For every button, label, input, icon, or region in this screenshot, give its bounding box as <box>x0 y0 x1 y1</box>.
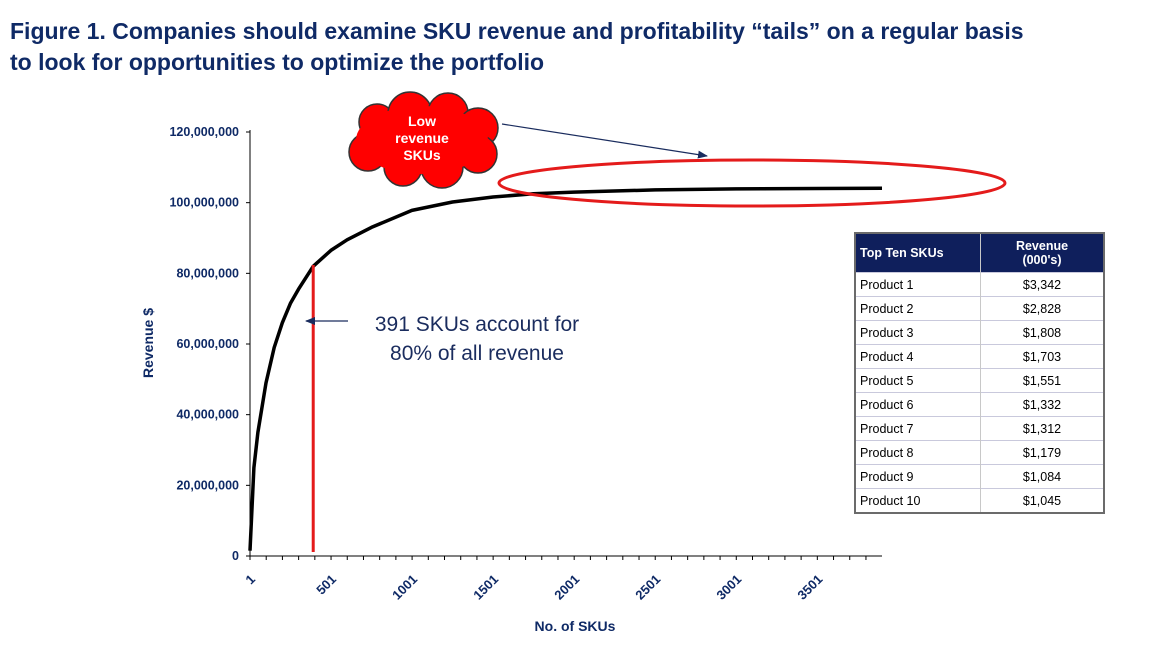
product-name-cell: Product 3 <box>855 320 981 345</box>
figure-title: Figure 1. Companies should examine SKU r… <box>10 18 1024 75</box>
revenue-cell: $1,808 <box>980 320 1105 345</box>
product-name-cell: Product 5 <box>855 368 981 393</box>
x-ticks: 1 501 1001 1501 2001 2501 3001 3501 <box>242 556 867 603</box>
x-tick-label: 1 <box>242 572 258 588</box>
header-revenue: Revenue (000's) <box>980 233 1105 273</box>
cloud-label: Low revenue SKUs <box>395 113 449 163</box>
x-tick-label: 1001 <box>389 572 420 603</box>
revenue-cell: $1,084 <box>980 464 1105 489</box>
cloud-text-line: Low <box>408 113 436 129</box>
product-name-cell: Product 1 <box>855 272 981 297</box>
table-row: Product 8 $1,179 <box>855 440 1105 465</box>
x-tick-label: 1501 <box>470 572 501 603</box>
tail-highlight-ellipse <box>497 158 1007 208</box>
x-tick-label: 2501 <box>632 572 663 603</box>
y-ticks: 0 20,000,000 40,000,000 60,000,000 80,000,00… <box>169 125 250 563</box>
y-tick-label: 40,000,000 <box>176 408 239 422</box>
table-row: Product 7 $1,312 <box>855 416 1105 441</box>
revenue-curve <box>248 186 883 551</box>
cloud-arrow <box>501 123 708 159</box>
table-row: Product 1 $3,342 <box>855 272 1105 297</box>
table-row: Product 6 $1,332 <box>855 392 1105 417</box>
revenue-cell: $1,551 <box>980 368 1105 393</box>
x-tick-label: 3501 <box>794 572 825 603</box>
annot-text-line: 391 SKUs account for <box>375 313 579 336</box>
table-row: Product 2 $2,828 <box>855 296 1105 321</box>
revenue-cell: $1,703 <box>980 344 1105 369</box>
x-tick-label: 501 <box>313 572 339 598</box>
y-tick-label: 0 <box>232 549 239 563</box>
product-name-cell: Product 4 <box>855 344 981 369</box>
product-name-cell: Product 10 <box>855 488 981 513</box>
table-row: Product 5 $1,551 <box>855 368 1105 393</box>
y-axis-title: Revenue $ <box>140 308 156 378</box>
y-tick-label: 120,000,000 <box>169 125 239 139</box>
annot-text-line: 80% of all revenue <box>390 342 564 365</box>
product-name-cell: Product 2 <box>855 296 981 321</box>
table-row: Product 9 $1,084 <box>855 464 1105 489</box>
x-tick-label: 3001 <box>713 572 744 603</box>
table-row: Product 10 $1,045 <box>855 488 1105 513</box>
revenue-cell: $1,312 <box>980 416 1105 441</box>
cloud-text-line: revenue <box>395 130 449 146</box>
product-name-cell: Product 9 <box>855 464 981 489</box>
y-tick-label: 60,000,000 <box>176 337 239 351</box>
revenue-cell: $2,828 <box>980 296 1105 321</box>
low-revenue-cloud: Low revenue SKUs <box>348 91 499 189</box>
table-row: Product 3 $1,808 <box>855 320 1105 345</box>
revenue-cell: $1,045 <box>980 488 1105 513</box>
x-axis-title: No. of SKUs <box>535 618 616 634</box>
revenue-cell: $1,179 <box>980 440 1105 465</box>
revenue-cell: $3,342 <box>980 272 1105 297</box>
cloud-text-line: SKUs <box>403 147 441 163</box>
y-tick-label: 80,000,000 <box>176 266 239 280</box>
top-ten-skus-table: Top Ten SKUs Revenue (000's) Product 1 $3… <box>854 232 1105 514</box>
revenue-cell: $1,332 <box>980 392 1105 417</box>
x-tick-label: 2001 <box>551 572 582 603</box>
product-name-cell: Product 7 <box>855 416 981 441</box>
eighty-percent-annotation: 391 SKUs account for 80% of all revenue <box>375 313 579 365</box>
y-tick-label: 20,000,000 <box>176 478 239 492</box>
table-header-row: Top Ten SKUs Revenue (000's) <box>855 233 1105 273</box>
y-tick-label: 100,000,000 <box>169 196 239 210</box>
product-name-cell: Product 8 <box>855 440 981 465</box>
product-name-cell: Product 6 <box>855 392 981 417</box>
table-row: Product 4 $1,703 <box>855 344 1105 369</box>
header-top-ten-skus: Top Ten SKUs <box>855 233 981 273</box>
